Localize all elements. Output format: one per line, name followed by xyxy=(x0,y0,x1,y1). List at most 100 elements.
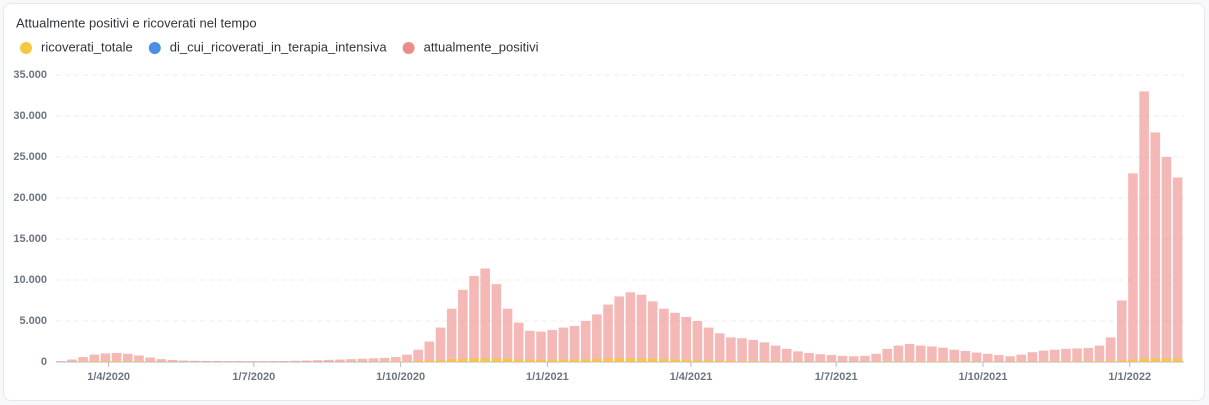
x-tick-label: 1/7/2021 xyxy=(815,371,858,383)
bar xyxy=(78,357,88,362)
bar xyxy=(469,275,479,362)
bar xyxy=(915,361,926,362)
bar xyxy=(257,361,267,362)
bar xyxy=(1150,358,1161,362)
bar xyxy=(826,355,837,362)
bar xyxy=(190,360,200,362)
bar xyxy=(614,296,625,362)
bar xyxy=(726,337,736,362)
bar xyxy=(513,359,524,362)
y-tick-label: 30.000 xyxy=(13,110,47,122)
y-tick-label: 20.000 xyxy=(13,192,47,204)
bar xyxy=(670,312,680,362)
bar xyxy=(759,361,770,362)
bar xyxy=(435,359,446,362)
bar xyxy=(1116,300,1127,362)
bar xyxy=(89,361,100,362)
bar xyxy=(681,316,692,362)
bar xyxy=(614,358,625,362)
bar xyxy=(1094,361,1105,362)
bar xyxy=(681,359,692,362)
bar xyxy=(580,321,591,362)
bar xyxy=(413,349,423,362)
bar xyxy=(837,355,848,362)
bar xyxy=(111,361,122,362)
bar xyxy=(1016,354,1027,362)
bar xyxy=(491,358,502,362)
bar xyxy=(860,355,870,362)
bar xyxy=(994,355,1004,362)
bar xyxy=(625,292,636,362)
bar xyxy=(793,351,803,362)
bar xyxy=(1105,361,1116,362)
bar xyxy=(737,338,747,362)
legend-label: attualmente_positivi xyxy=(424,39,539,54)
bar xyxy=(424,360,435,362)
bar xyxy=(446,308,457,362)
bar xyxy=(558,359,569,362)
bar xyxy=(55,361,66,362)
bar xyxy=(949,349,960,362)
bar xyxy=(111,352,122,362)
bar xyxy=(580,359,591,362)
bar xyxy=(1083,348,1094,362)
bar xyxy=(458,358,468,362)
chart-title: Attualmente positivi e ricoverati nel te… xyxy=(16,15,257,30)
bar xyxy=(413,361,423,362)
bar xyxy=(1105,337,1116,362)
bar xyxy=(748,339,759,362)
bar xyxy=(1072,348,1082,362)
bar xyxy=(1139,91,1149,363)
bar xyxy=(1161,157,1172,362)
x-tick-label: 1/1/2021 xyxy=(526,371,569,383)
x-tick-label: 1/1/2022 xyxy=(1108,371,1151,383)
bar xyxy=(770,345,781,362)
bar xyxy=(502,308,513,362)
bar xyxy=(100,361,111,362)
bar xyxy=(982,353,993,362)
bar xyxy=(569,359,580,362)
bar xyxy=(100,353,111,362)
bar xyxy=(893,361,904,362)
bar xyxy=(726,361,736,362)
bar xyxy=(603,358,613,362)
bar xyxy=(89,354,100,362)
bar xyxy=(1005,356,1015,362)
bar xyxy=(1072,361,1082,362)
bar xyxy=(647,358,658,362)
bar xyxy=(223,361,234,362)
legend-marker xyxy=(402,42,415,54)
bar xyxy=(938,361,948,362)
bar xyxy=(480,358,490,362)
bar xyxy=(659,359,669,362)
bar xyxy=(446,359,457,362)
bar xyxy=(882,348,893,362)
bar xyxy=(848,356,859,362)
bar xyxy=(592,314,602,362)
bar xyxy=(1027,352,1038,362)
bar xyxy=(1094,345,1105,362)
bar xyxy=(1049,349,1060,362)
bar xyxy=(647,301,658,362)
bar xyxy=(592,358,602,362)
bar xyxy=(748,361,759,362)
legend-marker xyxy=(148,42,161,54)
bar xyxy=(234,361,245,362)
x-tick-label: 1/4/2021 xyxy=(670,371,713,383)
bar xyxy=(714,333,725,362)
bar xyxy=(134,361,144,362)
bar xyxy=(1038,350,1049,362)
y-tick-label: 10.000 xyxy=(13,274,47,286)
bar xyxy=(547,330,557,362)
legend-marker xyxy=(20,42,32,54)
bar xyxy=(480,268,490,362)
bar xyxy=(927,346,937,362)
bar xyxy=(625,358,636,362)
bar xyxy=(1161,358,1172,362)
bar xyxy=(435,327,446,362)
bar xyxy=(290,360,301,362)
bar xyxy=(391,357,401,362)
bar xyxy=(201,360,211,362)
bar xyxy=(692,360,703,362)
bar xyxy=(1150,132,1161,362)
